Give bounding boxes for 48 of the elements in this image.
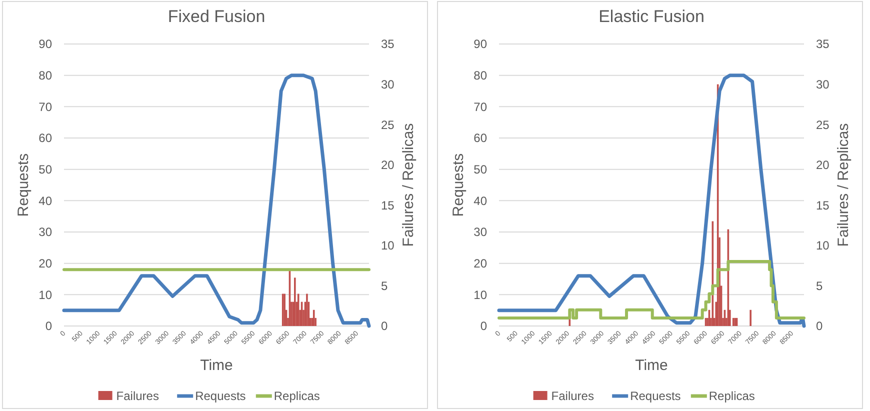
y-tick-label: 70 — [38, 100, 52, 114]
legend-label: Failures — [116, 389, 159, 404]
line-series — [62, 74, 371, 328]
line-series — [497, 74, 806, 328]
y2-tick-label: 35 — [381, 37, 395, 52]
y-tick-label: 40 — [474, 194, 488, 208]
y2-axis-title: Failures / Replicas — [400, 123, 417, 247]
y2-tick-label: 25 — [381, 118, 395, 132]
y-tick-label: 20 — [38, 256, 52, 271]
y-tick-label: 60 — [474, 131, 488, 146]
x-axis-title: Time — [200, 357, 233, 374]
y2-tick-label: 5 — [381, 278, 388, 293]
legend-label: Replicas — [274, 389, 320, 404]
y2-tick-label: 20 — [381, 158, 395, 172]
y-tick-label: 10 — [474, 288, 488, 302]
y-tick-label: 80 — [38, 68, 52, 83]
y2-tick-label: 30 — [381, 77, 395, 92]
y-tick-label: 30 — [38, 225, 52, 240]
x-axis-title: Time — [635, 357, 668, 374]
y-tick-label: 20 — [474, 256, 488, 271]
chart-title: Elastic Fusion — [598, 7, 704, 26]
y2-tick-label: 20 — [816, 158, 830, 172]
y2-axis-title: Failures / Replicas — [835, 123, 852, 247]
y-axis-title: Requests — [15, 153, 32, 217]
y2-tick-label: 15 — [381, 198, 395, 212]
y2-tick-label: 25 — [816, 118, 830, 132]
y-tick-label: 90 — [38, 37, 52, 52]
chart-title: Fixed Fusion — [168, 7, 266, 26]
y2-tick-label: 30 — [816, 77, 830, 92]
y-tick-label: 50 — [38, 162, 52, 177]
y2-tick-label: 35 — [816, 37, 830, 52]
y2-tick-label: 5 — [816, 278, 823, 293]
y-tick-label: 70 — [474, 100, 488, 114]
y2-tick-label: 15 — [816, 198, 830, 212]
y-tick-label: 80 — [474, 68, 488, 83]
y-tick-label: 30 — [474, 225, 488, 240]
y2-tick-label: 10 — [816, 238, 830, 253]
y-tick-label: 90 — [474, 37, 488, 52]
legend-label: Requests — [195, 389, 246, 404]
y2-tick-label: 10 — [381, 238, 395, 253]
y-tick-label: 40 — [38, 194, 52, 208]
legend-label: Replicas — [708, 389, 755, 404]
y-axis-title: Requests — [450, 153, 467, 217]
y-tick-label: 50 — [474, 162, 488, 177]
y-tick-label: 60 — [38, 131, 52, 146]
legend-label: Requests — [630, 389, 681, 404]
y-tick-label: 10 — [38, 288, 52, 302]
legend-label: Failures — [551, 389, 594, 404]
